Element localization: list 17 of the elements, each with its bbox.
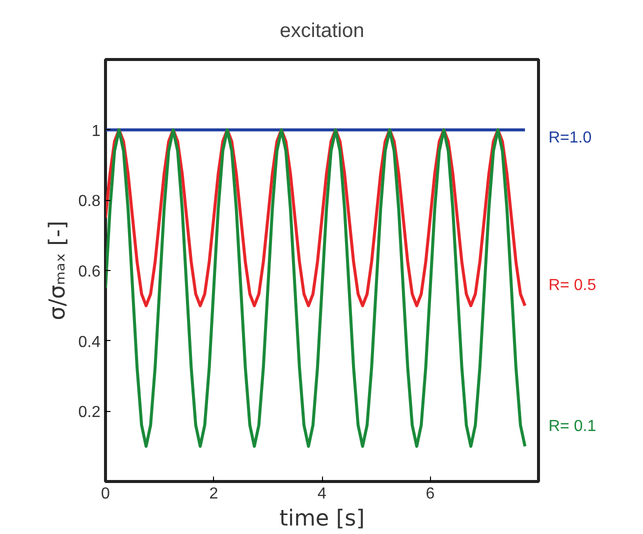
y-tick-label: 0.8: [78, 193, 101, 210]
chart-title: excitation: [280, 20, 364, 42]
line-series: [106, 128, 526, 308]
series-label: R=1.0: [548, 129, 592, 146]
y-tick-label: 0.6: [78, 264, 101, 280]
series-label: R= 0.5: [548, 277, 596, 294]
x-tick-label: 4: [318, 486, 327, 502]
x-tick-label: 2: [209, 486, 218, 502]
x-tick-label: 0: [101, 486, 110, 502]
x-axis-title: time [s]: [279, 506, 365, 532]
line-series: [106, 128, 526, 448]
y-tick-label: 0.4: [78, 334, 101, 351]
y-tick-label: 1: [92, 122, 101, 140]
x-tick-label: 6: [426, 486, 435, 502]
y-axis-title: σ/σₘₐₓ [-]: [45, 220, 70, 320]
y-tick-label: 0.2: [78, 404, 101, 422]
series-label: R= 0.1: [548, 418, 596, 435]
